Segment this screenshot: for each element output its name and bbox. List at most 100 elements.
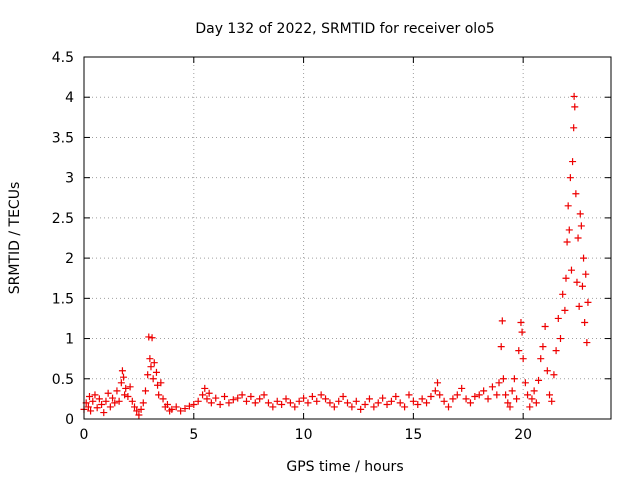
data-point [141,387,149,395]
data-point [269,403,277,411]
data-point [344,399,351,407]
x-tick-label: 20 [514,427,532,443]
data-point [251,399,259,407]
data-point [291,403,299,411]
data-point [379,394,387,402]
data-point [126,383,134,391]
data-point [576,210,584,218]
data-point [201,384,209,392]
data-point [128,397,136,405]
data-point [584,298,592,306]
data-point [418,395,426,403]
data-point [436,391,444,399]
chart-title: Day 132 of 2022, SRMTID for receiver olo… [195,21,494,37]
data-point [118,367,126,375]
data-point [308,392,316,400]
data-point [100,409,108,417]
data-point [172,403,180,411]
data-point [339,392,347,400]
data-point [137,405,145,413]
data-point [471,392,479,400]
data-point [109,394,117,402]
data-point [199,391,207,399]
data-point [561,306,569,314]
data-point [168,405,176,413]
data-point [401,403,409,411]
data-point [569,158,577,166]
data-point [221,392,229,400]
data-point [133,407,141,415]
data-point [148,334,156,342]
data-point [573,278,581,286]
data-point [543,367,551,375]
data-point [493,391,501,399]
x-tick-label: 0 [80,427,89,443]
data-point [144,371,152,379]
data-point [580,254,588,262]
data-point [526,403,534,411]
data-point [423,399,431,407]
data-point [374,399,382,407]
data-point [145,333,153,341]
data-point [521,379,529,387]
plot-frame [83,56,612,420]
data-point [357,405,365,413]
data-point [458,384,466,392]
data-point [361,401,369,409]
data-point [104,389,112,397]
data-point [409,397,417,405]
data-point [177,407,185,415]
data-point [194,397,202,405]
data-point [117,379,125,387]
data-point [247,392,255,400]
data-point [89,397,97,405]
data-point [300,394,308,402]
data-point [157,379,165,387]
data-point [488,383,496,391]
data-point [582,270,590,278]
data-point [508,387,516,395]
data-point [91,391,99,399]
data-point [98,401,106,409]
data-point [124,392,132,400]
x-tick-label: 15 [404,427,422,443]
data-point [330,403,338,411]
data-point [497,343,505,351]
data-point [577,222,585,230]
data-point [106,403,114,411]
x-tick-label: 10 [295,427,313,443]
data-point [566,174,574,182]
data-point [502,391,510,399]
data-point [286,399,294,407]
data-point [564,202,572,210]
data-point [238,391,246,399]
data-point [229,396,237,404]
y-tick-label: 3.5 [52,130,74,146]
data-point [546,391,554,399]
data-point [552,347,560,355]
data-point [282,395,290,403]
data-point [506,403,514,411]
data-point [326,399,334,407]
data-point [93,404,101,412]
data-point [572,190,580,198]
data-point [216,401,224,409]
data-point [234,394,242,402]
data-point [121,391,129,399]
data-point [449,395,457,403]
data-point [562,274,570,282]
grid [84,57,611,419]
data-point [405,391,413,399]
data-point [574,234,582,242]
data-point [370,403,378,411]
data-point [554,314,562,322]
y-tick-label: 2 [65,251,74,267]
data-point [115,397,123,405]
data-point [102,397,110,405]
data-point [135,411,143,419]
data-point [583,339,591,347]
y-tick-label: 3 [65,171,74,187]
data-point [387,397,395,405]
data-point [260,391,268,399]
data-point [335,397,343,405]
